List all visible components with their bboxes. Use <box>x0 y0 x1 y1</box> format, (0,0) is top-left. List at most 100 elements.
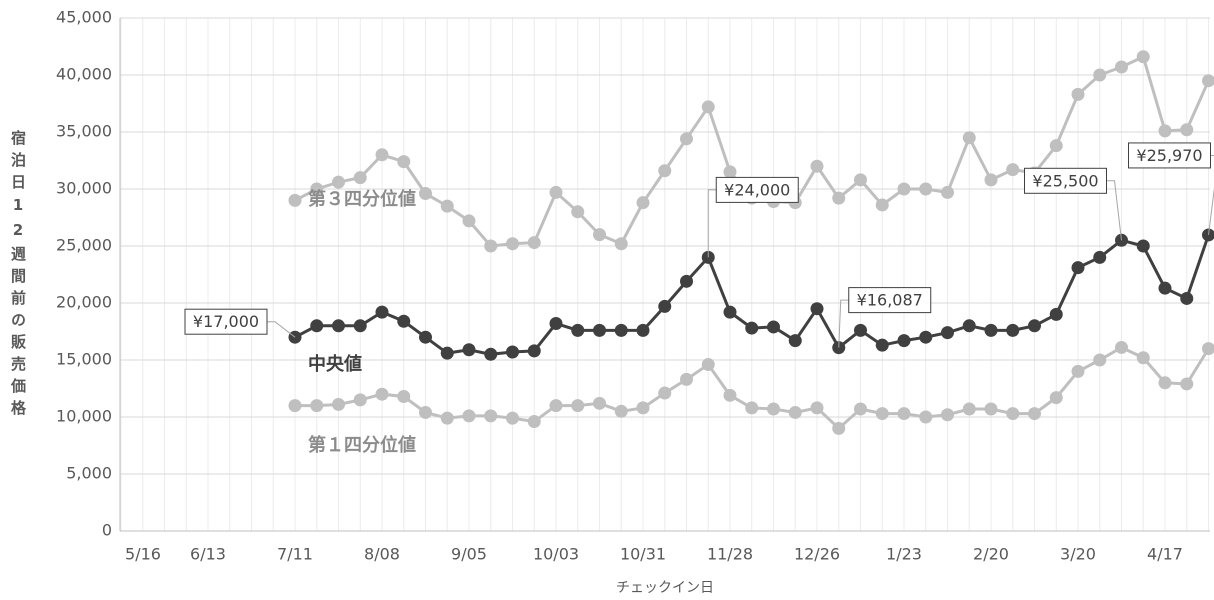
data-point <box>1158 124 1172 138</box>
y-tick-label: 10,000 <box>56 407 112 426</box>
data-point <box>701 100 715 114</box>
x-tick-label: 10/31 <box>620 545 666 564</box>
data-point <box>854 173 867 187</box>
data-point <box>745 321 759 335</box>
data-point <box>854 402 867 416</box>
data-point <box>919 182 933 196</box>
x-tick-label: 1/23 <box>886 545 922 564</box>
data-point <box>1202 228 1214 242</box>
data-point <box>375 148 389 162</box>
data-point <box>919 330 933 344</box>
data-point <box>593 396 606 410</box>
data-point <box>1028 319 1041 333</box>
data-point <box>1006 407 1020 421</box>
data-point <box>680 132 693 146</box>
data-point <box>571 205 585 219</box>
data-point <box>353 319 367 333</box>
data-point <box>571 323 585 337</box>
data-point <box>941 185 954 199</box>
data-point <box>962 402 976 416</box>
data-point <box>484 409 498 423</box>
data-point <box>440 411 454 425</box>
data-point <box>919 410 933 424</box>
data-point <box>506 411 519 425</box>
data-point <box>462 343 476 357</box>
data-point <box>1093 353 1107 367</box>
data-point <box>440 199 454 213</box>
data-point <box>462 409 476 423</box>
data-point <box>375 387 389 401</box>
data-point <box>832 421 846 435</box>
x-tick-label: 10/03 <box>533 545 579 564</box>
data-point <box>484 239 498 253</box>
data-label: ¥25,500 <box>1032 171 1098 190</box>
data-label-box <box>1024 167 1107 194</box>
data-point <box>1158 376 1172 390</box>
data-point <box>549 185 563 199</box>
data-point <box>288 193 302 207</box>
data-label: ¥16,087 <box>857 291 923 310</box>
data-label-box <box>715 176 799 203</box>
data-point <box>310 182 324 196</box>
y-tick-label: 40,000 <box>56 65 112 84</box>
data-point <box>810 302 824 316</box>
data-point <box>1071 364 1085 378</box>
data-point <box>419 187 432 201</box>
data-point <box>614 237 628 251</box>
data-point <box>527 415 541 429</box>
data-point <box>636 196 650 210</box>
data-point <box>636 401 650 415</box>
data-point <box>1115 340 1128 354</box>
data-point <box>897 334 911 348</box>
data-point <box>549 317 563 331</box>
data-point <box>332 175 345 189</box>
y-tick-label: 25,000 <box>56 236 112 255</box>
data-point <box>941 326 954 340</box>
data-point <box>984 402 998 416</box>
data-point <box>1093 68 1107 82</box>
x-tick-label: 5/16 <box>125 545 161 564</box>
data-point <box>875 198 889 212</box>
data-point <box>1180 377 1194 391</box>
x-tick-label: 11/28 <box>707 545 753 564</box>
data-point <box>614 404 628 418</box>
data-point <box>614 323 628 337</box>
data-point <box>484 347 498 361</box>
data-point <box>593 323 606 337</box>
data-point <box>941 408 954 422</box>
leader-line <box>267 321 296 338</box>
data-point <box>1180 123 1194 137</box>
y-tick-label: 35,000 <box>56 122 112 141</box>
data-point <box>353 393 367 407</box>
data-point <box>397 314 411 328</box>
data-point <box>1006 323 1020 337</box>
data-point <box>1006 163 1020 177</box>
data-point <box>1136 239 1150 253</box>
data-point <box>440 346 454 360</box>
series-label: 第３四分位値 <box>308 188 416 210</box>
data-point <box>897 182 911 196</box>
data-point <box>745 401 759 415</box>
x-axis-title: チェックイン日 <box>616 580 714 596</box>
data-point <box>310 319 324 333</box>
data-point <box>984 173 998 187</box>
data-point <box>984 323 998 337</box>
y-tick-label: 0 <box>102 521 112 540</box>
data-point <box>549 399 563 413</box>
data-point <box>897 407 911 421</box>
leader-line <box>1106 180 1122 241</box>
x-tick-label: 3/20 <box>1060 545 1096 564</box>
data-point <box>1115 60 1128 74</box>
y-tick-label: 30,000 <box>56 179 112 198</box>
data-point <box>723 165 737 179</box>
data-point <box>571 399 585 413</box>
data-point <box>788 405 802 419</box>
data-point <box>353 171 367 185</box>
data-point <box>332 397 345 411</box>
data-point <box>658 164 672 178</box>
data-label-box <box>1128 142 1211 169</box>
data-point <box>636 323 650 337</box>
data-label-box <box>848 287 932 314</box>
series-label: 第１四分位値 <box>308 434 416 456</box>
data-point <box>680 274 693 288</box>
